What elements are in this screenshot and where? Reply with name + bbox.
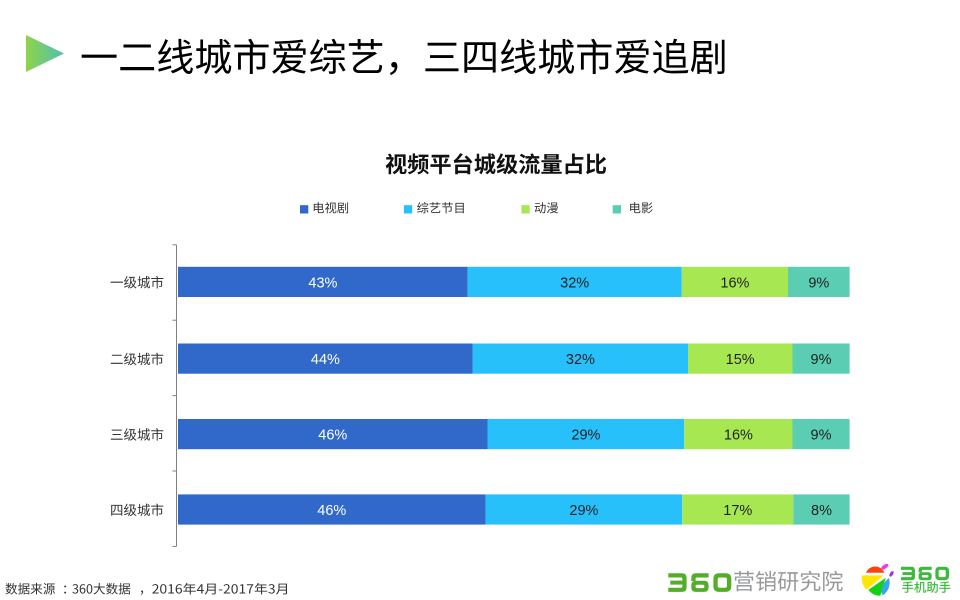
svg-text:17%: 17%	[723, 503, 752, 519]
svg-text:32%: 32%	[566, 352, 595, 368]
svg-text:29%: 29%	[569, 503, 598, 519]
svg-text:46%: 46%	[318, 428, 347, 444]
svg-text:29%: 29%	[571, 428, 600, 444]
svg-text:46%: 46%	[317, 503, 346, 519]
svg-text:8%: 8%	[811, 503, 832, 519]
svg-text:16%: 16%	[724, 428, 753, 444]
svg-text:9%: 9%	[811, 352, 832, 368]
svg-text:44%: 44%	[311, 352, 340, 368]
svg-text:32%: 32%	[560, 276, 589, 292]
svg-text:43%: 43%	[308, 276, 337, 292]
svg-text:15%: 15%	[726, 352, 755, 368]
svg-text:16%: 16%	[720, 276, 749, 292]
svg-text:9%: 9%	[811, 428, 832, 444]
svg-text:9%: 9%	[808, 276, 829, 292]
